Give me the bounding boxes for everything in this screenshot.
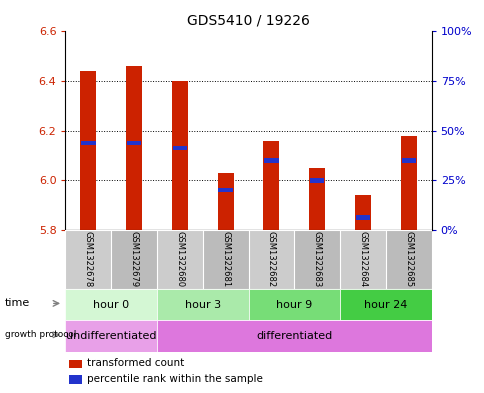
Bar [339, 289, 431, 320]
Text: transformed count: transformed count [87, 358, 184, 368]
Bar [309, 168, 325, 230]
Bar [264, 158, 278, 163]
Bar [218, 188, 232, 193]
Bar [157, 289, 248, 320]
Bar [171, 81, 187, 230]
Text: GSM1322682: GSM1322682 [266, 231, 275, 287]
Bar [69, 375, 82, 384]
Text: hour 3: hour 3 [184, 299, 220, 310]
Bar [401, 158, 415, 163]
Bar [157, 320, 431, 352]
Text: undifferentiated: undifferentiated [66, 331, 156, 341]
Text: GSM1322684: GSM1322684 [358, 231, 367, 287]
Bar [248, 289, 339, 320]
Bar [65, 230, 111, 289]
Bar [69, 360, 82, 368]
Bar [248, 230, 294, 289]
Bar [126, 66, 142, 230]
Bar [111, 230, 157, 289]
Text: percentile rank within the sample: percentile rank within the sample [87, 374, 263, 384]
Text: GSM1322678: GSM1322678 [84, 231, 92, 288]
Bar [202, 230, 248, 289]
Text: GSM1322683: GSM1322683 [312, 231, 321, 288]
Bar [65, 289, 157, 320]
Bar [263, 141, 279, 230]
Bar [309, 178, 324, 182]
Text: hour 9: hour 9 [276, 299, 312, 310]
Text: growth protocol: growth protocol [5, 331, 76, 339]
Text: hour 0: hour 0 [93, 299, 129, 310]
Bar [127, 141, 141, 145]
Bar [339, 230, 385, 289]
Bar [65, 320, 157, 352]
Bar [294, 230, 339, 289]
Bar [157, 230, 202, 289]
Bar [400, 136, 416, 230]
Text: GSM1322679: GSM1322679 [129, 231, 138, 287]
Text: GSM1322685: GSM1322685 [404, 231, 412, 287]
Title: GDS5410 / 19226: GDS5410 / 19226 [187, 13, 309, 28]
Bar [354, 195, 370, 230]
Bar [172, 146, 187, 150]
Text: differentiated: differentiated [256, 331, 332, 341]
Bar [81, 141, 95, 145]
Text: GSM1322681: GSM1322681 [221, 231, 230, 287]
Text: hour 24: hour 24 [363, 299, 407, 310]
Bar [355, 215, 369, 220]
Bar [385, 230, 431, 289]
Bar [80, 71, 96, 230]
Text: GSM1322680: GSM1322680 [175, 231, 184, 287]
Bar [217, 173, 233, 230]
Text: time: time [5, 298, 30, 309]
